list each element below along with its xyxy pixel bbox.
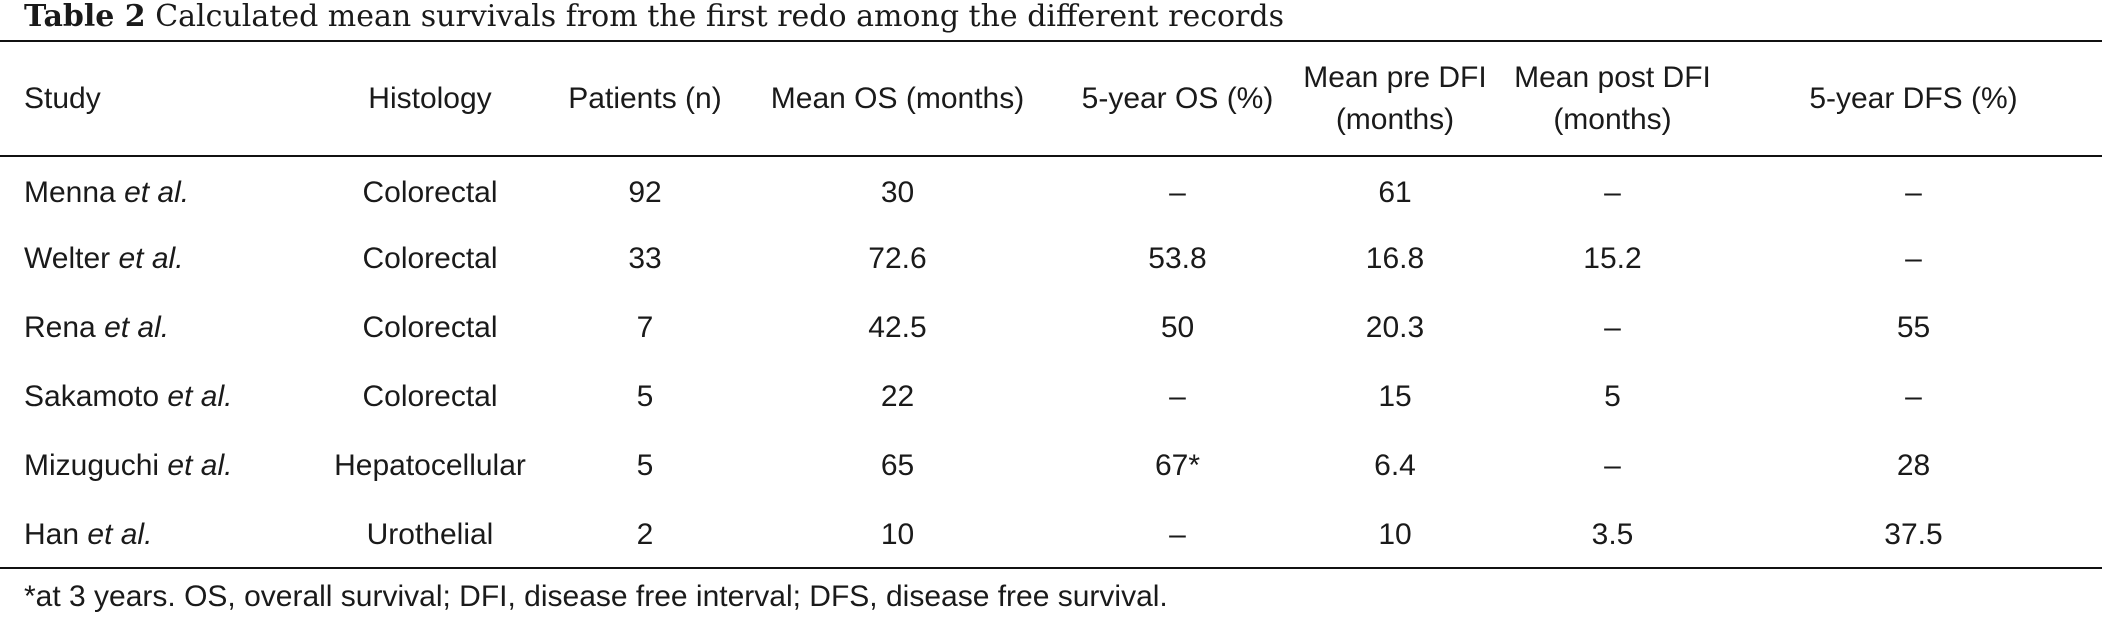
- table-cell: 55: [1896, 310, 1931, 344]
- table-cell: 5: [636, 379, 654, 413]
- table-cell: 16.8: [1365, 241, 1425, 275]
- table-footnote: *at 3 years. OS, overall survival; DFI, …: [24, 580, 1168, 613]
- study-etal: et al.: [118, 241, 184, 275]
- study-cell: Mizuguchi et al.: [0, 431, 300, 500]
- table-cell: Colorectal: [362, 175, 498, 209]
- table-cell: 61: [1378, 175, 1412, 209]
- table-cell: 7: [636, 310, 654, 344]
- table-row: Han et al. Urothelial 2 10 – 10 3.5 37.5: [0, 500, 2102, 569]
- column-header-label: 5-year DFS (%): [1809, 81, 2018, 115]
- table-cell: –: [1604, 175, 1621, 209]
- column-header: Mean OS (months): [730, 42, 1065, 155]
- bottom-rule: [0, 567, 2102, 569]
- table-cell: –: [1169, 175, 1186, 209]
- table-cell: 37.5: [1884, 517, 1943, 551]
- table-number: Table 2: [24, 0, 146, 34]
- table-cell: –: [1169, 517, 1186, 551]
- table-cell: 5: [1604, 379, 1621, 413]
- table-cell: 5: [636, 448, 654, 482]
- table-cell: –: [1604, 448, 1621, 482]
- table-cell: Urothelial: [366, 517, 494, 551]
- study-cell: Han et al.: [0, 500, 300, 569]
- column-header: Patients (n): [560, 42, 730, 155]
- study-etal: et al.: [167, 379, 233, 413]
- table-row: Rena et al. Colorectal 7 42.5 50 20.3 – 55: [0, 293, 2102, 362]
- table-cell: 42.5: [868, 310, 927, 344]
- table-cell: 6.4: [1374, 448, 1416, 482]
- table-cell: 10: [1378, 517, 1412, 551]
- study-author: Rena: [24, 310, 96, 344]
- table-cell: –: [1169, 379, 1186, 413]
- table-cell: Colorectal: [362, 241, 498, 275]
- table-cell: 20.3: [1365, 310, 1425, 344]
- table-cell: Colorectal: [362, 310, 498, 344]
- study-cell: Sakamoto et al.: [0, 362, 300, 431]
- table-cell: 30: [880, 175, 915, 209]
- table-cell: 67*: [1154, 448, 1201, 482]
- study-etal: et al.: [167, 448, 233, 482]
- table-cell: –: [1905, 241, 1922, 275]
- table-body: Menna et al. Colorectal 92 30–61– – Welter et…: [0, 155, 2102, 569]
- study-etal: et al.: [87, 517, 153, 551]
- column-header-label: Mean pre DFI: [1303, 60, 1487, 94]
- table-row: Welter et al. Colorectal 33 72.6 53.8 16.8 15.…: [0, 224, 2102, 293]
- column-header: 5-year DFS (%): [1725, 42, 2102, 155]
- table-cell: 65: [880, 448, 915, 482]
- table-cell: 10: [880, 517, 915, 551]
- study-etal: et al.: [104, 310, 170, 344]
- column-header-label: Study: [24, 81, 101, 115]
- table-cell: 3.5: [1591, 517, 1634, 551]
- table-title: Calculated mean survivals from the first…: [155, 0, 1284, 34]
- study-cell: Rena et al.: [0, 293, 300, 362]
- header-row: Study Histology Patients (n) Mean OS (month…: [0, 42, 2102, 155]
- column-header: Histology: [300, 42, 560, 155]
- table-cell: 50: [1160, 310, 1195, 344]
- table-cell: 72.6: [868, 241, 927, 275]
- column-header-label: Patients (n): [568, 81, 722, 115]
- table-cell: 28: [1896, 448, 1931, 482]
- study-author: Welter: [24, 241, 111, 275]
- study-author: Menna: [24, 175, 116, 209]
- table-cell: 53.8: [1148, 241, 1207, 275]
- table-cell: 15: [1378, 379, 1412, 413]
- study-author: Mizuguchi: [24, 448, 160, 482]
- column-header-label: Mean OS (months): [770, 81, 1025, 115]
- table-row: Mizuguchi et al. Hepatocellular 5 65 67* 6.4 –…: [0, 431, 2102, 500]
- table-cell: Hepatocellular: [334, 448, 526, 482]
- column-header-label: Histology: [368, 81, 492, 115]
- table-row: Sakamoto et al. Colorectal 5 22 – 15 5 –: [0, 362, 2102, 431]
- table-cell: 33: [628, 241, 662, 275]
- study-author: Han: [24, 517, 80, 551]
- study-author: Sakamoto: [24, 379, 160, 413]
- top-rule: [0, 40, 2102, 42]
- column-header-label-line2: (months): [1553, 102, 1672, 136]
- study-cell: Welter et al.: [0, 224, 300, 293]
- column-header: Mean pre DFI (months): [1290, 42, 1500, 155]
- column-header: 5-year OS (%): [1065, 42, 1290, 155]
- table-cell: 22: [880, 379, 915, 413]
- survival-table: Study Histology Patients (n) Mean OS (month…: [0, 42, 2102, 569]
- column-header-label-line2: (months): [1335, 102, 1455, 136]
- column-header: Mean post DFI (months): [1500, 42, 1725, 155]
- table-cell: Colorectal: [362, 379, 498, 413]
- table-cell: –: [1604, 310, 1621, 344]
- column-header: Study: [0, 42, 300, 155]
- table-cell: 92: [628, 175, 662, 209]
- table-cell: 15.2: [1583, 241, 1642, 275]
- study-cell: Menna et al.: [0, 155, 300, 224]
- table-cell: 2: [636, 517, 654, 551]
- header-rule: [0, 155, 2102, 157]
- column-header-label: Mean post DFI: [1514, 60, 1711, 94]
- table-cell: –: [1905, 175, 1922, 209]
- study-etal: et al.: [124, 175, 190, 209]
- column-header-label: 5-year OS (%): [1081, 81, 1274, 115]
- table-caption: Table 2 Calculated mean survivals from t…: [24, 0, 1284, 34]
- table-cell: –: [1905, 379, 1922, 413]
- table-row: Menna et al. Colorectal 92 30 – 61 – –: [0, 155, 2102, 224]
